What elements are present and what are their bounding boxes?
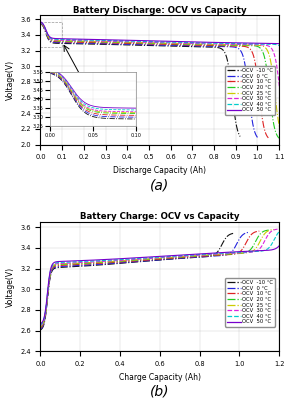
Y-axis label: Voltage(V): Voltage(V) — [6, 267, 14, 307]
Bar — [41, 22, 62, 47]
Legend: OCV  -10 °C, OCV  0 °C, OCV  10 °C, OCV  20 °C, OCV  25 °C, OCV  30 °C, OCV  40 : OCV -10 °C, OCV 0 °C, OCV 10 °C, OCV 20 … — [225, 278, 276, 326]
Text: (a): (a) — [150, 178, 169, 192]
Title: Battery Discharge: OCV vs Capacity: Battery Discharge: OCV vs Capacity — [73, 6, 246, 15]
Y-axis label: Voltage(V): Voltage(V) — [6, 60, 14, 100]
X-axis label: Discharge Capacity (Ah): Discharge Capacity (Ah) — [113, 166, 206, 175]
Text: (b): (b) — [150, 385, 170, 399]
Legend: OCV  -10 °C, OCV  0 °C, OCV  10 °C, OCV  20 °C, OCV  25 °C, OCV  30 °C, OCV  40 : OCV -10 °C, OCV 0 °C, OCV 10 °C, OCV 20 … — [225, 66, 276, 115]
X-axis label: Charge Capacity (Ah): Charge Capacity (Ah) — [119, 373, 201, 381]
Title: Battery Charge: OCV vs Capacity: Battery Charge: OCV vs Capacity — [80, 212, 240, 221]
